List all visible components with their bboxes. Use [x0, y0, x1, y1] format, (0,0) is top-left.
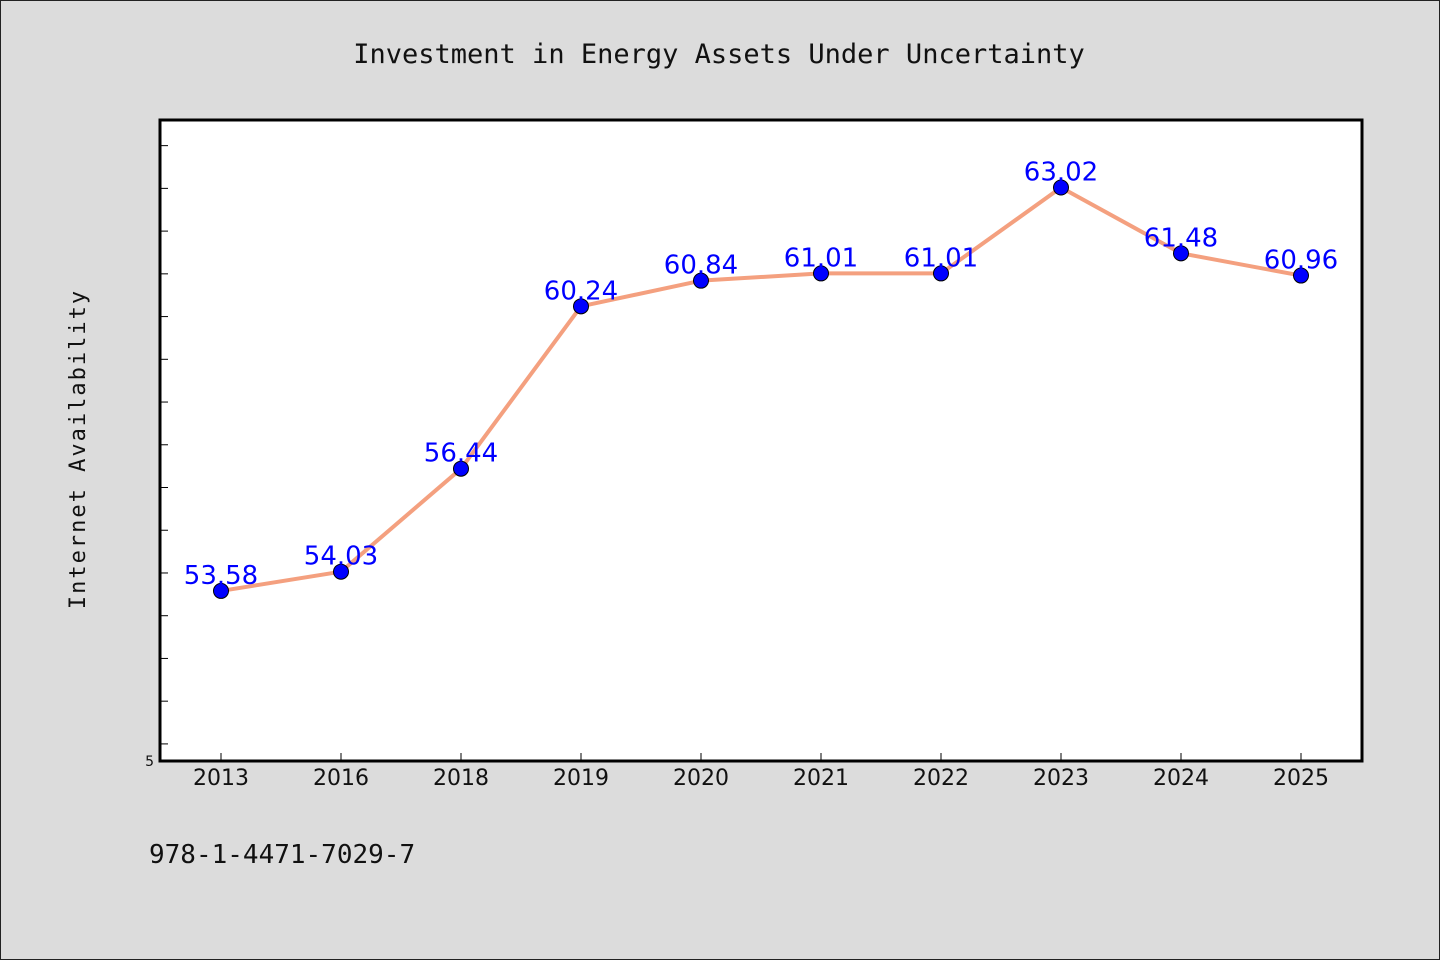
data-point [213, 582, 229, 599]
data-point [1053, 179, 1069, 196]
data-point [1293, 267, 1309, 284]
plot-area [158, 118, 1364, 763]
data-label: 56.44 [424, 439, 498, 469]
x-tick-label: 2013 [193, 766, 249, 791]
data-label: 60.24 [544, 276, 618, 306]
x-tick-label: 2024 [1153, 766, 1209, 791]
data-point [333, 563, 349, 580]
data-point [933, 265, 949, 282]
chart-title: Investment in Energy Assets Under Uncert… [353, 39, 1085, 70]
series-line [219, 185, 1303, 593]
x-tick-label: 2016 [313, 766, 369, 791]
x-tick-label: 2020 [673, 766, 729, 791]
data-label: 54.03 [304, 542, 378, 572]
data-label: 61.01 [904, 243, 978, 273]
data-label: 61.48 [1144, 223, 1218, 253]
data-label: 53.58 [184, 561, 258, 591]
y-axis-ticks: 5 [145, 145, 168, 770]
data-label-layer: 53.58 54.03 56.44 60.24 60.84 61.01 61.01 63.02… [184, 158, 1338, 591]
data-point [453, 460, 469, 477]
footnote-isbn: 978-1-4471-7029-7 [149, 840, 415, 870]
data-point [693, 272, 709, 289]
series-layer [219, 185, 1303, 593]
data-point [813, 265, 829, 282]
data-point [1173, 245, 1189, 262]
x-tick-label: 2025 [1273, 766, 1329, 791]
data-label: 63.02 [1024, 158, 1098, 188]
marker-layer [213, 179, 1309, 599]
data-label: 60.96 [1264, 246, 1338, 276]
x-tick-label: 2018 [433, 766, 489, 791]
x-tick-label: 2019 [553, 766, 609, 791]
y-tick-label: 5 [145, 754, 154, 770]
data-point [573, 298, 589, 315]
y-axis-label: Internet Availability [66, 289, 91, 609]
data-label: 61.01 [784, 243, 858, 273]
x-tick-label: 2021 [793, 766, 849, 791]
x-tick-label: 2022 [913, 766, 969, 791]
x-tick-label: 2023 [1033, 766, 1089, 791]
x-axis-ticks: 2013 2016 2018 2019 2020 2021 2022 2023 2024 2025 [193, 753, 1329, 791]
data-label: 60.84 [664, 251, 738, 281]
